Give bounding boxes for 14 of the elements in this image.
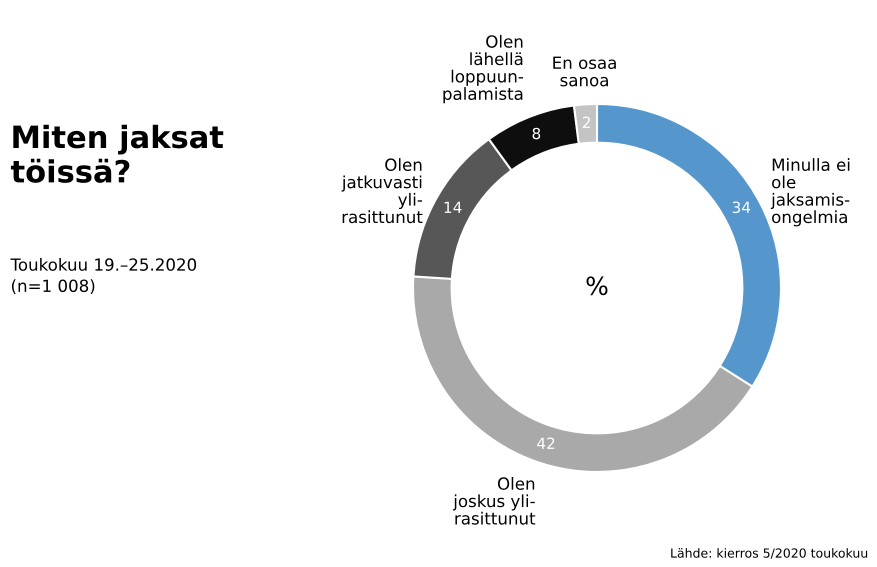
text: Toukokuu 19.–25.2020 (n=1 008) — [10, 258, 196, 294]
text: Miten jaksat töissä? — [10, 124, 224, 183]
slice-label: Olen lähellä loppuun- palamista — [443, 34, 524, 104]
data-label: 34 — [732, 202, 750, 214]
data-label: 2 — [582, 116, 590, 128]
slice-label: Olen joskus yli- rasittunut — [452, 476, 536, 525]
slice-label: Minulla ei ole jaksamis- ongelmia — [770, 158, 850, 226]
data-label: 42 — [537, 437, 554, 449]
slice-label: En osaa sanoa — [553, 56, 616, 86]
slice-label: Olen jatkuvasti yli- rasittunut — [342, 158, 422, 224]
data-label: 8 — [532, 128, 540, 140]
data-label: 14 — [444, 202, 462, 213]
text: % — [586, 276, 608, 296]
text: Lähde: kierros 5/2020 toukokuu — [671, 548, 868, 559]
